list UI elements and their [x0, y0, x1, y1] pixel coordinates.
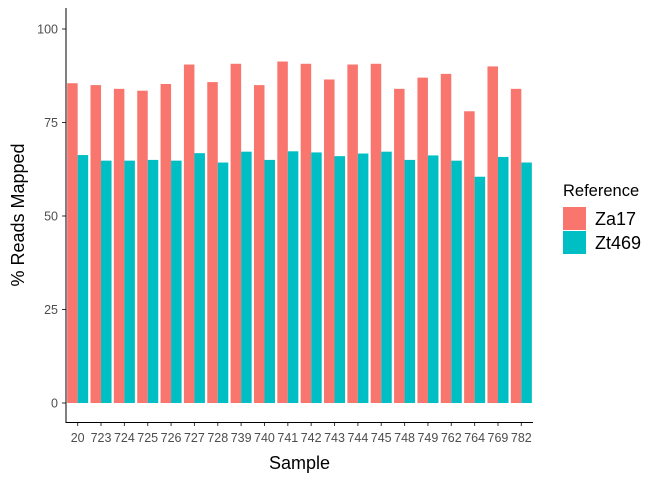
- x-tick-label: 726: [161, 431, 182, 445]
- x-tick-label: 748: [394, 431, 415, 445]
- bar-zt469-743: [334, 156, 346, 403]
- bar-za17-740: [253, 85, 265, 403]
- x-tick-label: 724: [114, 431, 135, 445]
- bar-za17-728: [207, 82, 218, 404]
- bar-zt469-769: [497, 156, 509, 403]
- bar-zt469-742: [311, 152, 322, 403]
- bar-za17-782: [510, 88, 522, 403]
- bar-zt469-725: [147, 159, 159, 403]
- x-tick-label: 728: [207, 431, 228, 445]
- x-axis-title: Sample: [269, 453, 330, 473]
- bar-zt469-744: [357, 153, 369, 403]
- bar-za17-743: [324, 79, 335, 404]
- bar-zt469-20: [77, 155, 89, 403]
- x-tick-label: 782: [511, 431, 532, 445]
- y-tick-label: 25: [44, 303, 58, 317]
- legend: Reference Za17 Zt469: [563, 182, 641, 254]
- bar-za17-764: [464, 111, 475, 403]
- bar-za17-739: [230, 63, 242, 403]
- bar-zt469-782: [521, 162, 532, 403]
- x-tick-label: 741: [277, 431, 298, 445]
- x-tick-label: 764: [464, 431, 485, 445]
- y-tick-label: 50: [44, 210, 58, 224]
- bar-za17-748: [394, 88, 405, 403]
- bar-zt469-728: [217, 162, 229, 403]
- bar-za17-742: [300, 63, 312, 403]
- bar-za17-749: [417, 77, 428, 404]
- y-tick-label: 75: [44, 116, 58, 130]
- legend-key-zt469: [563, 231, 586, 254]
- bar-za17-724: [113, 88, 125, 403]
- y-axis-title: % Reads Mapped: [8, 143, 28, 286]
- bar-zt469-726: [171, 160, 182, 403]
- bar-zt469-749: [427, 155, 439, 403]
- legend-label-za17: Za17: [595, 209, 636, 229]
- legend-key-za17: [563, 207, 586, 230]
- bar-za17-745: [370, 63, 382, 403]
- y-tick-label: 100: [37, 23, 58, 37]
- bar-zt469-762: [451, 160, 462, 403]
- bar-zt469-739: [241, 151, 252, 403]
- y-tick-label: 0: [51, 397, 58, 411]
- x-axis-ticks: 20 723 724 725 726 727 728 739 740 741 742 743 744 74…: [71, 422, 532, 445]
- bar-za17-727: [183, 64, 195, 403]
- y-axis-ticks: 0 25 50 75 100: [37, 23, 66, 411]
- legend-label-zt469: Zt469: [595, 233, 641, 253]
- bar-za17-744: [347, 64, 358, 403]
- bar-zt469-723: [101, 160, 112, 403]
- bar-za17-20: [67, 83, 78, 403]
- bar-za17-723: [90, 85, 102, 403]
- x-tick-label: 727: [184, 431, 205, 445]
- x-tick-label: 739: [231, 431, 252, 445]
- x-tick-label: 744: [347, 431, 368, 445]
- bar-zt469-740: [264, 159, 275, 403]
- bar-za17-741: [277, 61, 288, 403]
- x-tick-label: 762: [441, 431, 462, 445]
- bar-za17-725: [137, 90, 148, 404]
- bar-zt469-724: [124, 160, 135, 403]
- bar-zt469-745: [381, 151, 392, 403]
- bar-zt469-748: [404, 159, 416, 403]
- bar-za17-762: [440, 73, 452, 403]
- bar-zt469-764: [474, 176, 486, 403]
- bar-zt469-741: [287, 151, 299, 403]
- bar-za17-726: [160, 83, 172, 403]
- x-tick-label: 743: [324, 431, 345, 445]
- x-tick-label: 20: [71, 431, 85, 445]
- bars-group: [67, 61, 532, 404]
- x-tick-label: 723: [91, 431, 112, 445]
- bar-za17-769: [487, 66, 498, 404]
- x-tick-label: 725: [137, 431, 158, 445]
- x-tick-label: 745: [371, 431, 392, 445]
- bar-zt469-727: [194, 153, 205, 403]
- x-tick-label: 740: [254, 431, 275, 445]
- x-tick-label: 769: [488, 431, 509, 445]
- legend-title: Reference: [563, 182, 639, 200]
- x-tick-label: 749: [417, 431, 438, 445]
- x-tick-label: 742: [301, 431, 322, 445]
